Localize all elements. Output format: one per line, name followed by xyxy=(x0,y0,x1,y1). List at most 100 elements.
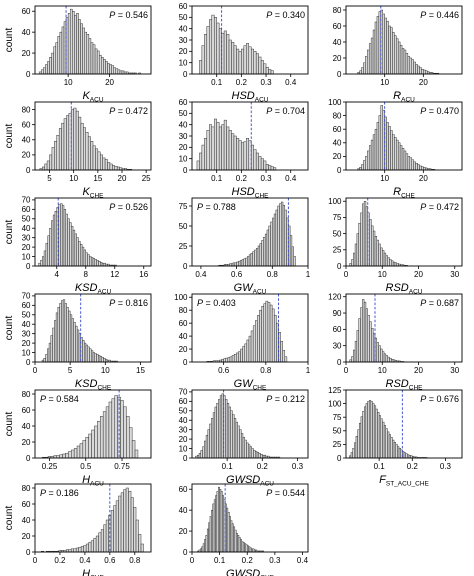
histogram-bar xyxy=(212,412,216,459)
histogram-bar xyxy=(72,229,76,267)
y-tick-label: 50 xyxy=(179,222,188,231)
x-tick-label: 5 xyxy=(47,174,52,183)
histogram-bar xyxy=(44,163,48,171)
p-value-annotation: P = 0.788 xyxy=(197,202,236,212)
x-axis-label-main: K xyxy=(82,90,90,102)
y-tick-label: 50 xyxy=(22,311,31,320)
x-axis-label: KSDCHE xyxy=(75,378,112,392)
histogram-bar xyxy=(133,506,137,553)
histogram-bar xyxy=(244,343,248,363)
histogram-bar xyxy=(228,406,231,459)
histogram-bar xyxy=(226,402,230,459)
histogram-bar xyxy=(281,201,284,267)
histogram-bar xyxy=(421,166,424,171)
histogram-panel: 0 10 20 30 0 30 60 90 120 RSDCHE P = 0.687 xyxy=(328,293,463,392)
histogram-bar xyxy=(282,204,286,267)
histogram-bar xyxy=(353,349,356,363)
histogram-bar xyxy=(353,252,356,267)
x-tick-label: 30 xyxy=(450,270,459,279)
histogram-bar xyxy=(69,314,73,363)
x-tick-label: 0.1 xyxy=(374,462,386,471)
x-tick-label: 0 xyxy=(190,556,195,565)
histogram-bar xyxy=(417,164,420,171)
y-tick-label: 20 xyxy=(333,54,342,63)
y-tick-label: 80 xyxy=(179,306,188,315)
histogram-bar xyxy=(123,489,127,553)
histogram-bar xyxy=(87,136,91,171)
histogram-bar xyxy=(293,256,296,267)
y-tick-label: 70 xyxy=(22,196,31,205)
histogram-bar xyxy=(43,250,47,267)
y-tick-label: 50 xyxy=(179,109,188,118)
histogram-bar xyxy=(374,128,378,171)
histogram-bar xyxy=(380,348,383,363)
histogram-bar xyxy=(362,299,365,363)
plot-frame xyxy=(191,483,309,553)
histogram-bar xyxy=(83,342,87,363)
histogram-panel: 0.1 0.2 0.3 0.4 0 10 20 30 40 50 60 HSDCHE P = 0.704 xyxy=(179,98,309,200)
y-tick-label: 0 xyxy=(183,454,188,463)
histogram-bar xyxy=(123,406,127,459)
histogram-bar xyxy=(259,309,262,363)
histogram-bar xyxy=(372,403,375,459)
histogram-bar xyxy=(372,230,376,267)
histogram-bar xyxy=(253,149,257,171)
histogram-bar xyxy=(367,49,370,75)
x-tick-label: 20 xyxy=(118,174,127,183)
x-tick-label: 0.2 xyxy=(407,462,419,471)
histogram-bar xyxy=(225,357,229,363)
histogram-bar xyxy=(213,17,217,75)
x-tick-label: 5 xyxy=(68,366,73,375)
y-tick-label: 60 xyxy=(22,7,31,16)
x-axis-label-main: R xyxy=(393,186,401,198)
histogram-bar xyxy=(258,56,262,75)
x-axis-label-subscript: CHE xyxy=(409,385,423,392)
histogram-bar xyxy=(232,414,235,459)
histogram-bar xyxy=(248,335,252,363)
histogram-bar xyxy=(82,27,85,75)
y-tick-label: 10 xyxy=(179,444,188,453)
histogram-bar xyxy=(365,403,368,459)
histogram-bar xyxy=(270,221,273,267)
y-tick-label: 25 xyxy=(333,246,342,255)
histogram-bar xyxy=(201,144,205,171)
histogram-bar xyxy=(65,213,68,267)
histogram-bar xyxy=(386,20,389,75)
y-tick-label: 100 xyxy=(174,293,188,302)
histogram-bar xyxy=(92,352,95,363)
y-tick-label: 0 xyxy=(26,70,31,79)
histogram-bar xyxy=(100,529,104,553)
y-tick-label: 75 xyxy=(333,413,342,422)
histogram-bar xyxy=(90,540,94,553)
histogram-bar xyxy=(390,437,393,459)
histogram-bar xyxy=(363,62,366,75)
histogram-bar xyxy=(101,57,104,75)
histogram-bar xyxy=(392,439,395,459)
histogram-panel: 0 0.2 0.4 0.6 0.8 0 20 40 60 80 count HCHE P = 0.186 xyxy=(4,483,152,576)
y-tick-label: 60 xyxy=(333,22,342,31)
y-tick-label: 60 xyxy=(22,301,31,310)
histogram-bar xyxy=(75,110,79,171)
histogram-bar xyxy=(371,328,374,363)
histogram-bar xyxy=(239,260,243,267)
histogram-bar xyxy=(111,398,115,459)
x-axis-label-main: KSD xyxy=(75,378,98,390)
histogram-bar xyxy=(226,34,230,75)
histogram-bar xyxy=(206,26,210,75)
histogram-bar xyxy=(275,209,278,267)
histogram-bar xyxy=(85,436,89,459)
histogram-bar xyxy=(200,450,203,459)
histogram-bar xyxy=(421,68,424,75)
histogram-bar xyxy=(62,453,66,459)
histogram-bar xyxy=(367,401,370,459)
histogram-panel: 0.4 0.6 0.8 1 0 25 50 75 GWACU P = 0.788 xyxy=(179,197,311,296)
histogram-bar xyxy=(76,445,81,459)
x-axis-label-main: R xyxy=(393,90,401,102)
histogram-bar xyxy=(263,303,267,363)
histogram-bar xyxy=(87,254,90,267)
histogram-bar xyxy=(218,399,221,459)
histogram-bar xyxy=(69,222,72,267)
histogram-bar xyxy=(385,428,388,459)
histogram-bar xyxy=(118,495,122,553)
histogram-bar xyxy=(403,49,407,75)
